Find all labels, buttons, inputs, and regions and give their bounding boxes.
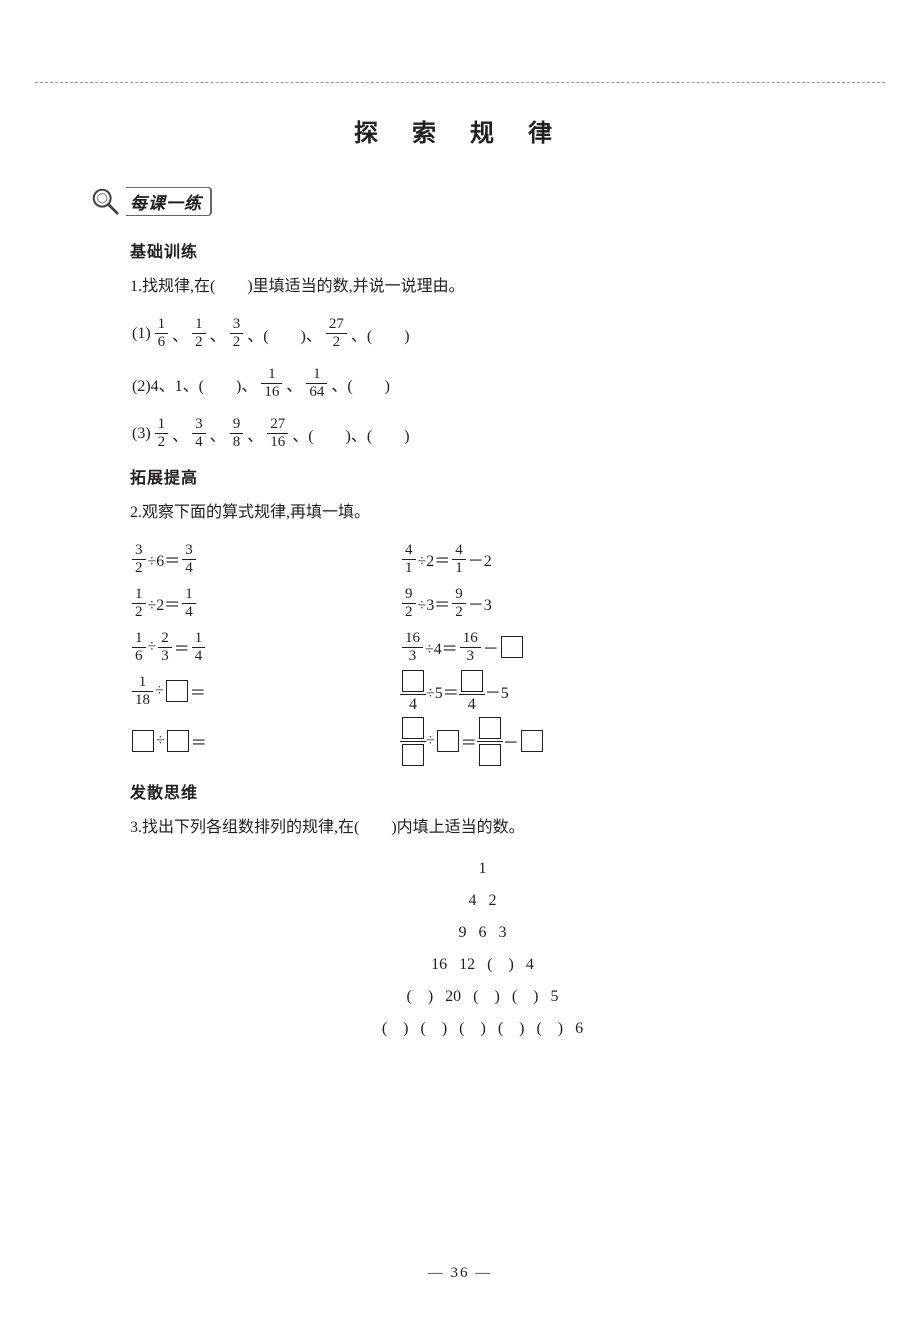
fraction: 164: [306, 367, 327, 400]
blank-box: [167, 730, 189, 752]
page: 探 索 规 律 每课一练 基础训练 1.找规律,在( )里填适当的数,并说一说理…: [0, 0, 920, 1322]
magnifier-icon: [90, 186, 120, 216]
op: ÷2＝: [148, 591, 181, 615]
label-3: (3): [132, 425, 151, 443]
eq: ＝: [461, 729, 477, 753]
q1-part3: (3) 12 、 34 、 98 、 2716 、( )、( ): [130, 414, 835, 454]
eq-l5b: ÷ ＝ －: [400, 713, 835, 769]
blank-box: [461, 670, 483, 692]
q2-stem: 2.观察下面的算式规律,再填一填。: [130, 496, 835, 530]
tri-row: 4 2: [130, 885, 835, 917]
eq-l2a: 12 ÷2＝ 14: [130, 581, 400, 625]
blank-over-num: 4: [400, 670, 426, 713]
header-rule: [35, 30, 885, 83]
fraction: 12: [155, 417, 169, 450]
fraction: 98: [230, 417, 244, 450]
eq: ＝: [190, 679, 206, 703]
label-1: (1): [132, 325, 151, 343]
tri-row: 9 6 3: [130, 917, 835, 949]
subhead-diverge: 发散思维: [130, 779, 835, 803]
q3-stem: 3.找出下列各组数排列的规律,在( )内填上适当的数。: [130, 811, 835, 845]
tri-row: 16 12 ( ) 4: [130, 949, 835, 981]
eq-l5a: ÷ ＝: [130, 713, 400, 769]
blank-box: [402, 744, 424, 766]
sep: 、: [210, 422, 226, 446]
page-title: 探 索 规 律: [35, 113, 885, 148]
eq-l4a: 118 ÷ ＝: [130, 669, 400, 713]
eq: ＝: [191, 729, 207, 753]
op: ÷: [155, 682, 164, 700]
blank-box: [132, 730, 154, 752]
blank-paren: 、( ): [331, 372, 390, 396]
eq-l1b: 41 ÷2＝ 41 －2: [400, 537, 835, 581]
tail: －5: [485, 679, 509, 703]
fraction: 272: [326, 317, 347, 350]
eq-l2b: 92 ÷3＝ 92 －3: [400, 581, 835, 625]
op: ÷2＝: [418, 547, 451, 571]
box-frac: [400, 717, 426, 766]
blank-box: [479, 717, 501, 739]
blank-over-num: 4: [459, 670, 485, 713]
op: ÷: [156, 732, 165, 750]
badge-label: 每课一练: [126, 187, 212, 216]
blank-paren: 、( ): [351, 322, 410, 346]
col-right: 41 ÷2＝ 41 －2 92 ÷3＝ 92 －3 163 ÷4＝ 163 －: [400, 537, 835, 769]
tail: －: [483, 635, 499, 659]
sep: 、: [172, 322, 188, 346]
fraction: 12: [192, 317, 206, 350]
blank-paren: 、( )、( ): [292, 422, 409, 446]
fraction: 16: [155, 317, 169, 350]
fraction: 34: [192, 417, 206, 450]
eq-l4b: 4 ÷5＝ 4 －5: [400, 669, 835, 713]
sep: 、: [247, 422, 263, 446]
op: ÷4＝: [425, 635, 458, 659]
subhead-extend: 拓展提高: [130, 464, 835, 488]
blank-box: [437, 730, 459, 752]
sep: 、: [210, 322, 226, 346]
tri-row: ( ) 20 ( ) ( ) 5: [130, 981, 835, 1013]
content-area: 基础训练 1.找规律,在( )里填适当的数,并说一说理由。 (1) 16 、 1…: [130, 238, 835, 1045]
blank-box: [479, 744, 501, 766]
eq-l3b: 163 ÷4＝ 163 －: [400, 625, 835, 669]
sep: 、: [286, 372, 302, 396]
q1-stem: 1.找规律,在( )里填适当的数,并说一说理由。: [130, 270, 835, 304]
eq-l3a: 16 ÷ 23 ＝ 14: [130, 625, 400, 669]
op: ÷5＝: [426, 679, 459, 703]
fraction: 116: [261, 367, 282, 400]
eq-l1a: 32 ÷6＝ 34: [130, 537, 400, 581]
fraction: 2716: [267, 417, 288, 450]
blank-paren: 、( )、: [247, 322, 322, 346]
blank-box: [166, 680, 188, 702]
number-triangle: 1 4 2 9 6 3 16 12 ( ) 4 ( ) 20 ( ) ( ) 5…: [130, 853, 835, 1045]
blank-box: [521, 730, 543, 752]
box-frac: [477, 717, 503, 766]
eq: ＝: [174, 635, 190, 659]
tail: －2: [468, 547, 492, 571]
tail: －3: [468, 591, 492, 615]
op: ÷6＝: [148, 547, 181, 571]
sep: 、: [172, 422, 188, 446]
blank-box: [501, 636, 523, 658]
op: ÷: [426, 732, 435, 750]
minus: －: [503, 729, 519, 753]
equation-columns: 32 ÷6＝ 34 12 ÷2＝ 14 16 ÷ 23 ＝ 14 118: [130, 537, 835, 769]
col-left: 32 ÷6＝ 34 12 ÷2＝ 14 16 ÷ 23 ＝ 14 118: [130, 537, 400, 769]
q1-part1: (1) 16 、 12 、 32 、( )、 272 、( ): [130, 314, 835, 354]
blank-box: [402, 670, 424, 692]
blank-box: [402, 717, 424, 739]
tri-row: ( ) ( ) ( ) ( ) ( ) 6: [130, 1013, 835, 1045]
tri-row: 1: [130, 853, 835, 885]
q1-part2: (2)4、1、( )、 116 、 164 、( ): [130, 364, 835, 404]
subhead-basic: 基础训练: [130, 238, 835, 262]
section-badge: 每课一练: [90, 186, 885, 216]
fraction: 32: [230, 317, 244, 350]
op: ÷3＝: [418, 591, 451, 615]
op: ÷: [148, 638, 157, 656]
label-2: (2)4、1、( )、: [132, 372, 257, 396]
page-number: — 36 —: [35, 1265, 885, 1282]
